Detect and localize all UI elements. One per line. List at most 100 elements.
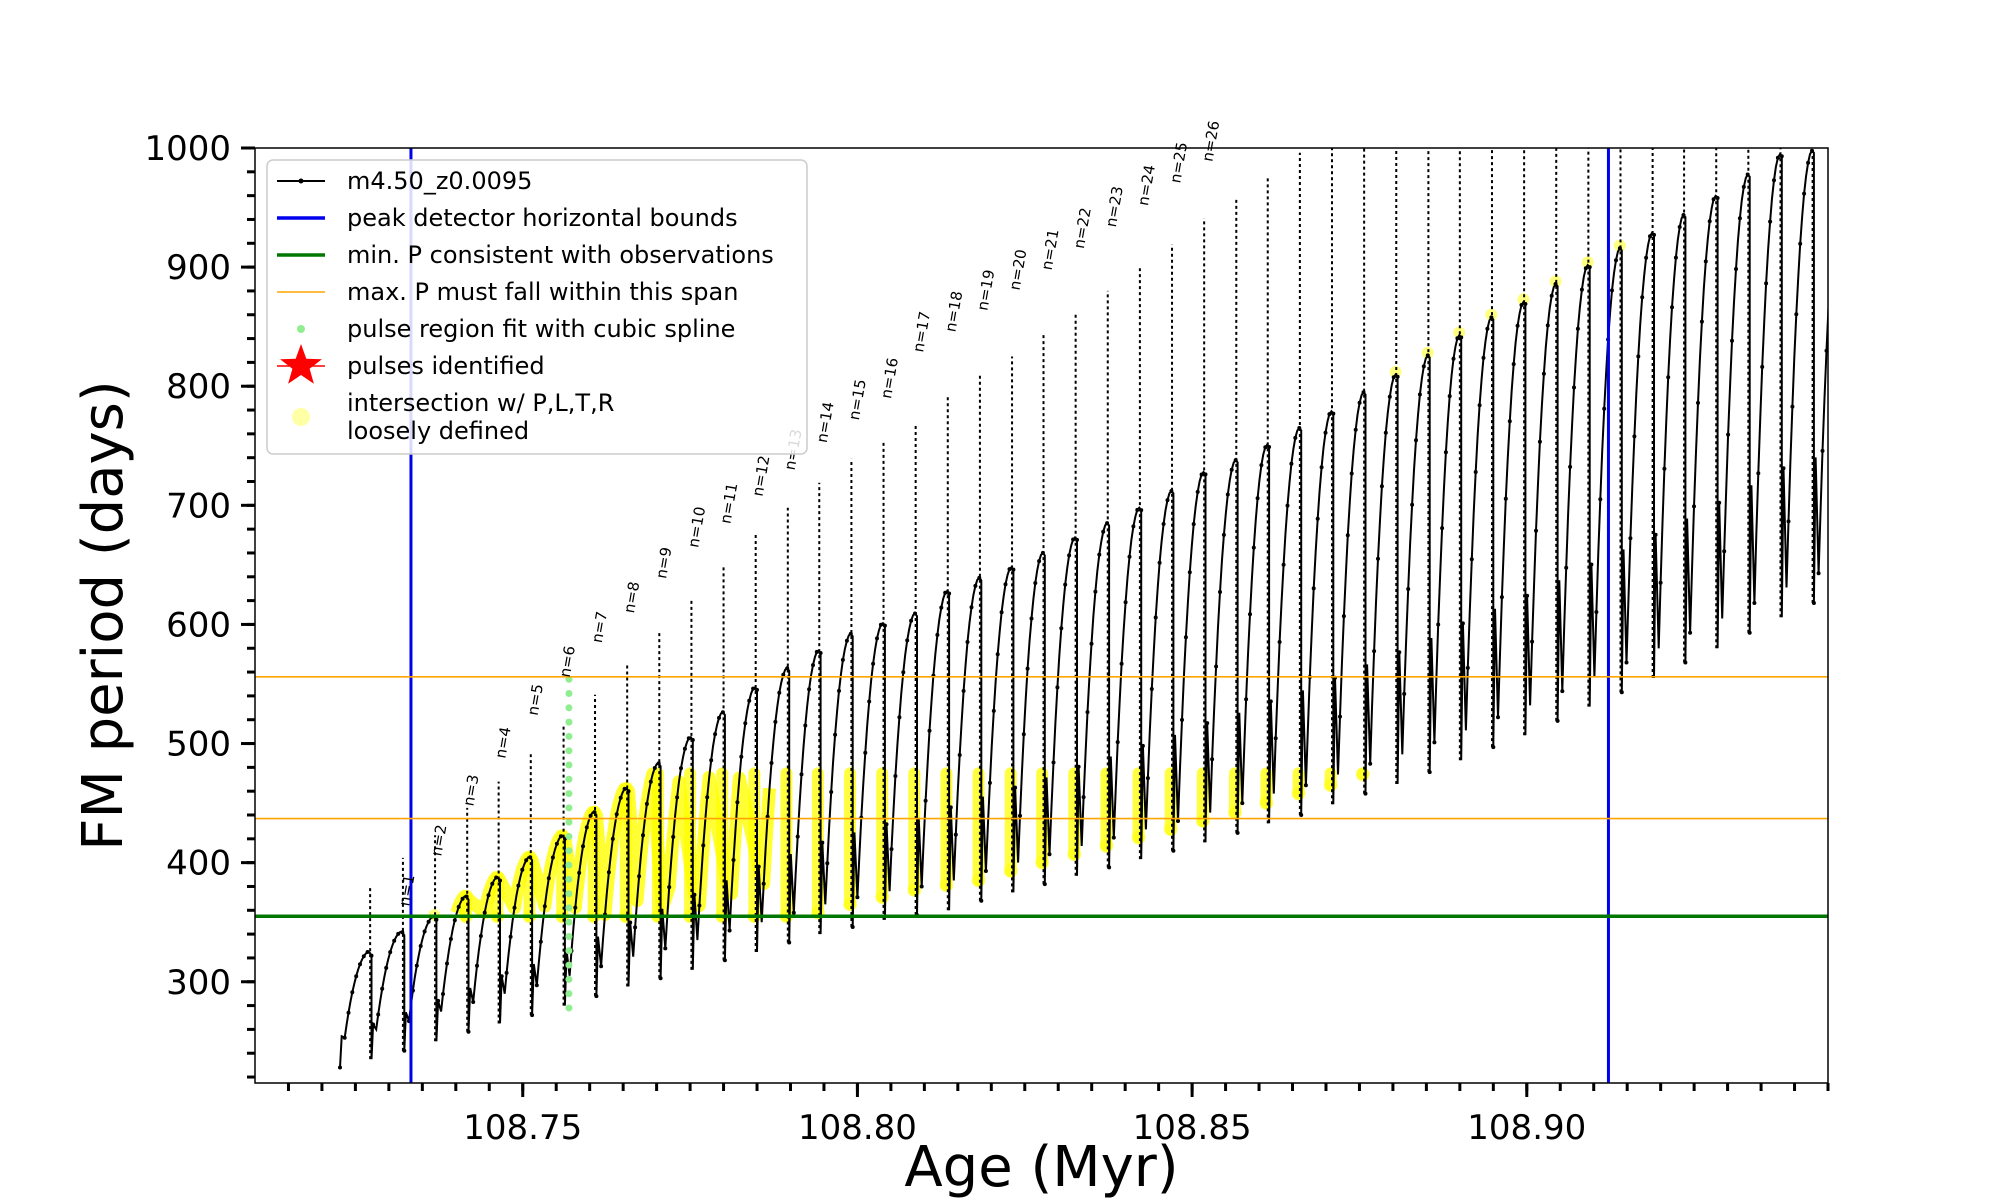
model-point [1752,601,1757,605]
model-point [1353,427,1358,432]
intersection-marker [843,897,858,912]
spline-fit-point [565,718,573,726]
model-point [1589,562,1594,567]
model-point [1477,403,1482,408]
model-point [1101,529,1106,534]
model-point [1263,445,1268,450]
model-point [1455,336,1460,341]
model-point [1127,554,1132,559]
model-point [1161,522,1166,526]
model-point [550,855,555,860]
model-point [1473,470,1478,474]
model-point [1285,503,1290,508]
spline-fit-point [565,761,573,769]
model-point [1836,173,1840,177]
model-point [1372,649,1377,654]
model-point [1768,219,1773,224]
model-point [983,869,988,873]
legend-label: max. P must fall within this span [347,278,738,306]
model-point [889,847,894,852]
model-point [1545,323,1550,328]
intersection-marker [1067,847,1082,862]
model-point [671,834,676,839]
intersection-marker [1035,855,1050,870]
spline-fit-point [565,818,573,826]
model-point [361,954,366,959]
model-point [769,761,774,765]
model-point [1481,355,1486,360]
model-point [610,836,615,841]
pulse-label: n=24 [1134,163,1159,207]
model-point [667,885,672,890]
model-point [1846,446,1850,450]
model-point [878,622,883,627]
model-point [1828,270,1832,274]
model-point [1443,450,1448,455]
model-point [573,905,578,910]
spline-fit-point [565,932,573,940]
model-point [1406,587,1411,591]
spline-fit-point [565,704,573,712]
model-point [1225,492,1230,497]
model-point [773,719,778,724]
model-point [1210,757,1215,762]
model-point [1368,761,1373,766]
model-point [1469,557,1474,562]
legend-marker-big-dot [292,408,310,426]
spline-fit-point [565,804,573,812]
y-tick-label: 800 [166,367,231,407]
model-point [701,843,706,848]
x-tick-label: 108.75 [463,1108,582,1148]
model-point [1327,412,1332,417]
pulse-label: n=19 [974,268,999,312]
model-point [1410,502,1415,507]
model-point [947,591,952,596]
model-point [1840,152,1844,156]
model-point [1391,375,1396,380]
model-point [791,910,796,915]
model-point [1832,212,1836,216]
pulse-label: n=9 [652,546,675,580]
model-point [1097,552,1102,557]
model-point [614,812,619,817]
model-point [909,618,914,623]
model-point [948,805,953,810]
model-point [1119,661,1124,666]
model-point [1268,699,1273,704]
model-point [1376,556,1380,561]
model-point [1779,154,1784,159]
model-point [1549,293,1554,298]
model-point [1764,281,1769,286]
model-point [1537,439,1542,444]
model-point [441,992,445,996]
model-point [1047,852,1052,857]
model-point [1436,622,1441,627]
model-point [1772,178,1776,183]
model-point [939,605,944,610]
model-point [833,732,838,737]
model-point [1221,532,1226,537]
model-point [1568,464,1573,469]
model-point [396,931,401,936]
intersection-marker [1131,830,1146,845]
model-point [686,736,691,741]
model-point [1379,484,1384,489]
model-point [969,605,974,610]
model-point [1214,664,1219,669]
spline-fit-point [565,875,573,883]
pulse-label: n=1 [395,873,418,907]
model-point [743,721,748,726]
model-point [471,1000,476,1004]
model-point [1149,687,1154,691]
model-point [1011,567,1016,572]
spline-fit-point [565,904,573,912]
model-point [1844,151,1848,155]
model-point [884,822,889,827]
model-point [761,881,766,886]
model-point [499,974,504,979]
model-point [697,903,702,908]
spline-fit-point [565,961,573,969]
pulse-label: n=26 [1198,119,1223,163]
